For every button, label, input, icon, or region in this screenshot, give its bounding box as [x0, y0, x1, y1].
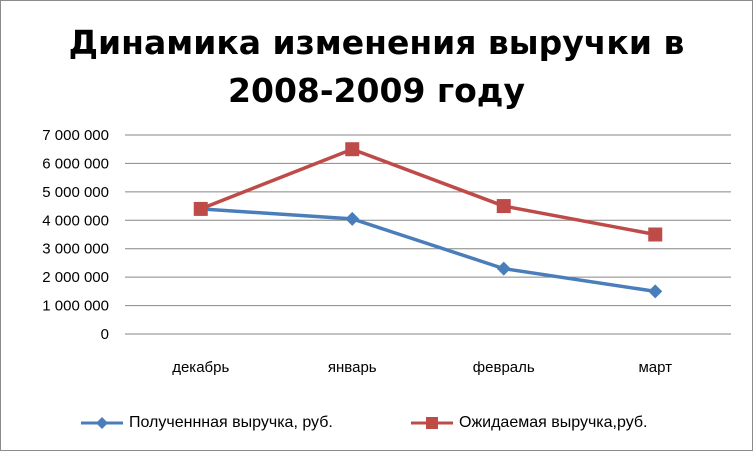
legend-item-expected: Ожидаемая выручка,руб.: [409, 409, 647, 437]
chart-title-line-2: 2008-2009 году: [228, 71, 525, 110]
y-tick-label: 3 000 000: [42, 241, 109, 258]
chart-title-line-1: Динамика изменения выручки в: [68, 23, 685, 62]
legend-label-received: Полученнная выручка, руб.: [129, 414, 333, 431]
series-point-diamond: [345, 211, 360, 226]
legend: Полученнная выручка, руб. Ожидаемая выру…: [1, 409, 752, 437]
y-tick-label: 7 000 000: [42, 127, 109, 144]
y-tick-label: 4 000 000: [42, 212, 109, 229]
series-point-diamond: [496, 261, 511, 276]
legend-line-diamond-icon: [81, 417, 123, 429]
x-tick-label-3: март: [638, 359, 672, 376]
series-point-square: [648, 227, 663, 242]
series-line-0: [200, 207, 656, 294]
x-tick-label-1: январь: [328, 359, 377, 376]
y-tick-label: 6 000 000: [42, 155, 109, 172]
x-tick-label-2: февраль: [473, 359, 535, 376]
chart-title: Динамика изменения выручки в 2008-2009 г…: [1, 19, 752, 115]
x-axis-ticks: декабрь январь февраль март: [172, 359, 672, 376]
series-point-square: [496, 199, 511, 214]
x-tick-label-0: декабрь: [172, 359, 229, 376]
series-layer: [193, 142, 663, 299]
y-axis-ticks: 0 1 000 000 2 000 000 3 000 000 4 000 000 5 0…: [42, 127, 109, 343]
y-tick-label: 1 000 000: [42, 298, 109, 315]
series-line-1: [200, 147, 656, 237]
series-point-square: [193, 201, 208, 216]
legend-label-expected: Ожидаемая выручка,руб.: [459, 414, 648, 431]
legend-line-square-icon: [411, 417, 453, 429]
y-tick-label: 0: [101, 326, 109, 343]
series-point-diamond: [648, 284, 663, 299]
series-point-square: [345, 142, 360, 157]
y-tick-label: 2 000 000: [42, 269, 109, 286]
legend-item-received: Полученнная выручка, руб.: [79, 409, 333, 437]
gridlines: [125, 134, 731, 335]
y-tick-label: 5 000 000: [42, 184, 109, 201]
